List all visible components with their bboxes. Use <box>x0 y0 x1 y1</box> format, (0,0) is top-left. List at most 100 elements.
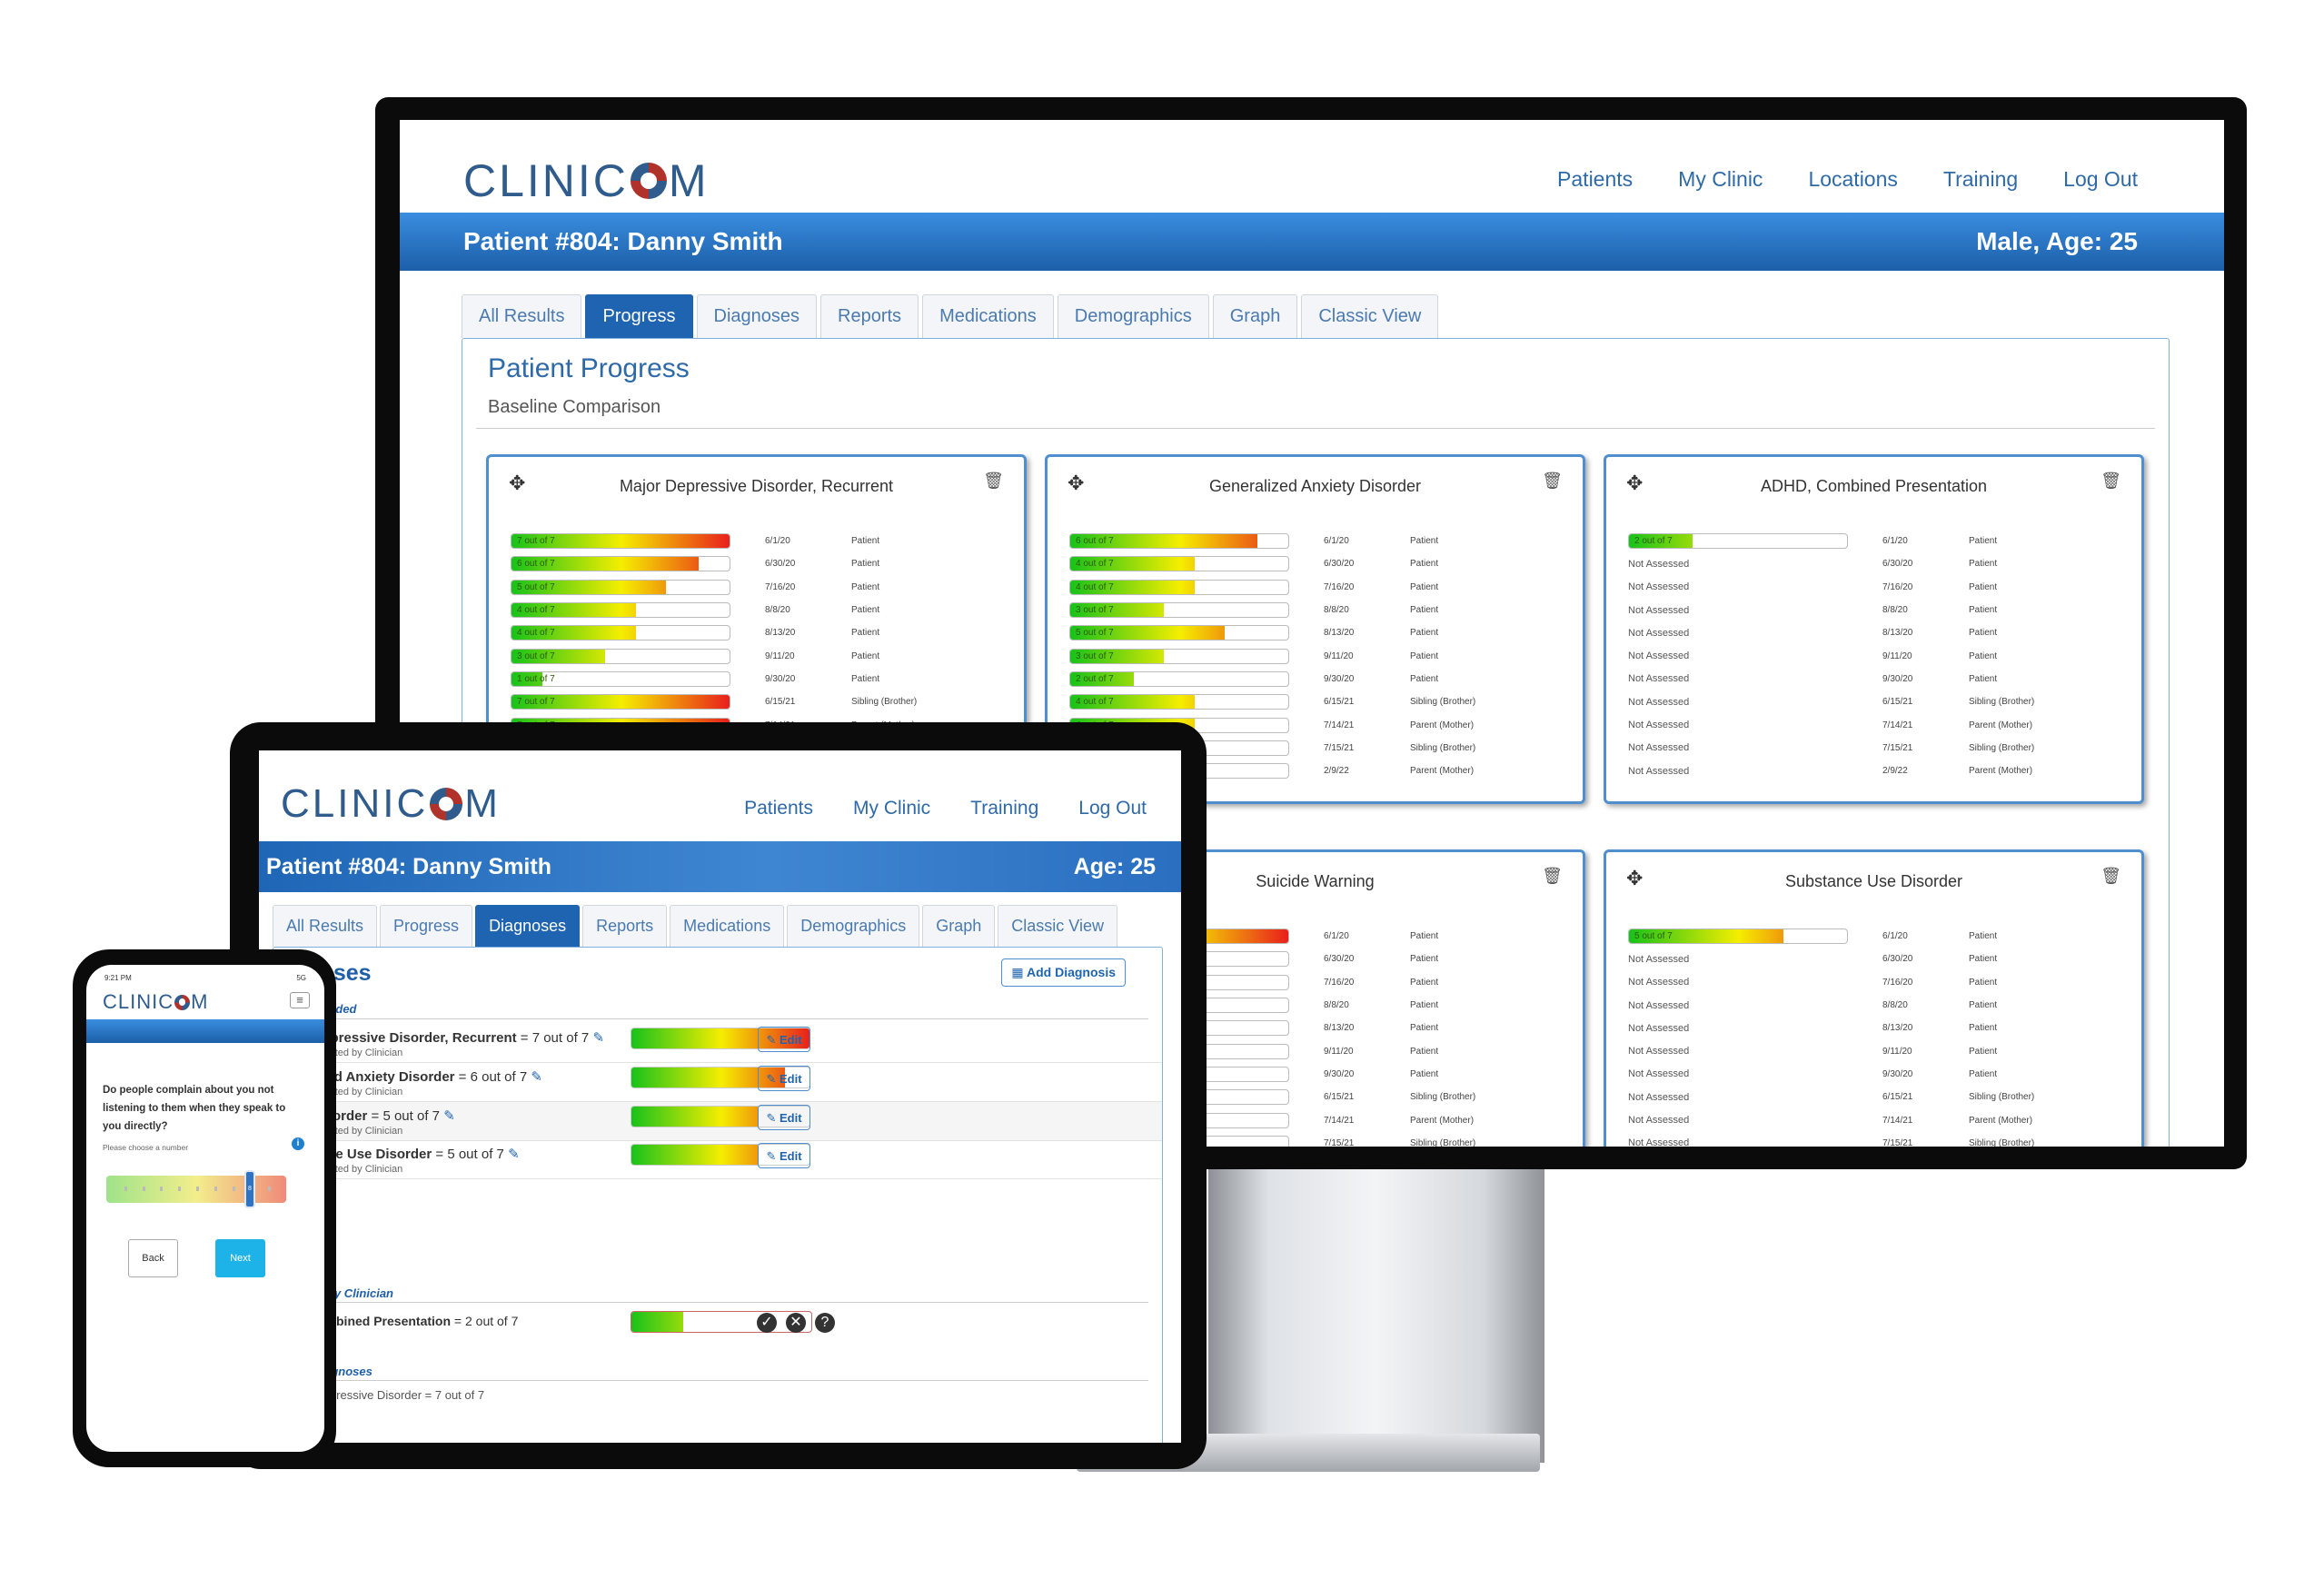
move-icon[interactable]: ✥ <box>1626 472 1644 494</box>
tablet-tab-all-results[interactable]: All Results <box>273 905 378 947</box>
score-fill <box>511 534 730 549</box>
score-label: 4 out of 7 <box>1076 559 1114 570</box>
move-icon[interactable]: ✥ <box>509 472 526 494</box>
trash-icon[interactable]: 🗑 <box>1542 472 1563 490</box>
tablet-tab-medications[interactable]: Medications <box>670 905 785 947</box>
phone-logo-swirl-icon <box>174 994 191 1010</box>
respondent: Patient <box>1969 581 1998 592</box>
card-row: Not Assessed 9/30/20 Patient <box>1628 1063 2132 1086</box>
back-button[interactable]: Back <box>128 1239 178 1277</box>
progress-card[interactable]: ✥ Substance Use Disorder 🗑 5 out of 7 6/1/20… <box>1604 849 2144 1147</box>
assessment-date: 7/15/21 <box>1882 742 1913 753</box>
tablet-nav-patients[interactable]: Patients <box>744 798 813 819</box>
tab-medications[interactable]: Medications <box>922 294 1054 338</box>
slider-thumb[interactable]: 8 <box>244 1170 255 1208</box>
card-row: Not Assessed 6/15/21 Sibling (Brother) <box>1628 690 2132 713</box>
trash-icon[interactable]: 🗑 <box>983 472 1004 490</box>
edit-pencil-icon[interactable]: ✎ <box>443 1108 455 1124</box>
score-bar: 4 out of 7 <box>1069 694 1289 710</box>
not-assessed: Not Assessed <box>1628 999 1690 1011</box>
card-row: 7 out of 7 6/15/21 Sibling (Brother) <box>511 690 1015 713</box>
tablet-tab-demographics[interactable]: Demographics <box>787 905 920 947</box>
next-button[interactable]: Next <box>215 1239 265 1277</box>
tab-demographics[interactable]: Demographics <box>1057 294 1209 338</box>
score-label: 4 out of 7 <box>1076 581 1114 592</box>
edit-pencil-icon[interactable]: ✎ <box>508 1147 520 1162</box>
card-row: Not Assessed 6/30/20 Patient <box>1628 552 2132 575</box>
card-row: 4 out of 7 6/15/21 Sibling (Brother) <box>1069 690 1574 713</box>
panel-divider <box>476 428 2155 429</box>
trash-icon[interactable]: 🗑 <box>2101 472 2121 490</box>
edit-button[interactable]: ✎ Edit <box>758 1027 810 1052</box>
assessment-date: 6/15/21 <box>765 697 796 708</box>
tablet-nav-log-out[interactable]: Log Out <box>1078 798 1147 819</box>
tab-classic-view[interactable]: Classic View <box>1301 294 1439 338</box>
panel-title: Patient Progress <box>488 353 690 383</box>
accept-icon[interactable]: ✓ <box>757 1313 777 1333</box>
edit-button[interactable]: ✎ Edit <box>758 1105 810 1130</box>
score-label: 6 out of 7 <box>1076 536 1114 547</box>
edit-button[interactable]: ✎ Edit <box>758 1066 810 1091</box>
respondent: Patient <box>1969 931 1998 942</box>
respondent: Patient <box>1410 581 1439 592</box>
assessment-date: 7/14/21 <box>1882 1115 1913 1126</box>
hamburger-menu-icon[interactable]: ≡ <box>290 992 310 1008</box>
tab-progress[interactable]: Progress <box>585 294 693 338</box>
move-icon[interactable]: ✥ <box>1626 867 1644 889</box>
respondent: Parent (Mother) <box>1969 766 2033 777</box>
tablet-tab-reports[interactable]: Reports <box>582 905 668 947</box>
tablet-tab-diagnoses[interactable]: Diagnoses <box>475 905 581 947</box>
tablet-tab-progress[interactable]: Progress <box>380 905 473 947</box>
question-icon[interactable]: ? <box>815 1313 835 1333</box>
assessment-date: 6/15/21 <box>1882 1092 1913 1103</box>
edit-pencil-icon[interactable]: ✎ <box>592 1030 605 1046</box>
tablet-tab-graph[interactable]: Graph <box>922 905 996 947</box>
tab-diagnoses[interactable]: Diagnoses <box>696 294 818 338</box>
logo-swirl-icon <box>630 163 667 199</box>
assessment-date: 6/30/20 <box>1324 559 1355 570</box>
nav-patients[interactable]: Patients <box>1557 167 1634 191</box>
card-row: Not Assessed 6/30/20 Patient <box>1628 948 2132 970</box>
nav-locations[interactable]: Locations <box>1808 167 1898 191</box>
card-row: 4 out of 7 7/16/20 Patient <box>1069 576 1574 599</box>
card-row: 4 out of 7 6/30/20 Patient <box>1069 552 1574 575</box>
tablet-tab-classic-view[interactable]: Classic View <box>998 905 1117 947</box>
assessment-date: 6/30/20 <box>1324 954 1355 965</box>
card-row: Not Assessed 7/16/20 Patient <box>1628 971 2132 994</box>
tablet-patient-info: Age: 25 <box>1073 853 1156 879</box>
tab-graph[interactable]: Graph <box>1212 294 1298 338</box>
score-label: 5 out of 7 <box>1634 931 1673 942</box>
nav-my-clinic[interactable]: My Clinic <box>1678 167 1763 191</box>
phone-clinicom-logo[interactable]: CLINIC M <box>103 990 209 1013</box>
trash-icon[interactable]: 🗑 <box>2101 867 2121 885</box>
card-row: 6 out of 7 6/1/20 Patient <box>1069 530 1574 552</box>
slider-tick <box>178 1187 182 1191</box>
info-icon[interactable]: i <box>292 1137 304 1150</box>
nav-training[interactable]: Training <box>1942 167 2019 191</box>
move-icon[interactable]: ✥ <box>1068 472 1085 494</box>
tablet-clinicom-logo[interactable]: CLINIC M <box>281 781 501 826</box>
score-bar: 3 out of 7 <box>1069 602 1289 619</box>
trash-icon[interactable]: 🗑 <box>1542 867 1563 885</box>
reject-icon[interactable]: ✕ <box>786 1313 806 1333</box>
clinicom-logo[interactable]: CLINIC M <box>463 155 710 206</box>
slider-tick <box>124 1187 127 1191</box>
slider-tick <box>214 1187 217 1191</box>
edit-pencil-icon[interactable]: ✎ <box>531 1069 542 1085</box>
tablet-logo-swirl-icon <box>430 788 463 820</box>
tablet-nav-my-clinic[interactable]: My Clinic <box>853 798 931 819</box>
respondent: Patient <box>1969 559 1998 570</box>
edit-icon: ✎ <box>766 1149 780 1163</box>
tablet-nav-training[interactable]: Training <box>970 798 1039 819</box>
respondent: Patient <box>851 628 880 639</box>
progress-card[interactable]: ✥ ADHD, Combined Presentation 🗑 2 out of 7 6… <box>1604 454 2144 804</box>
edit-button[interactable]: ✎ Edit <box>758 1143 810 1168</box>
add-diagnosis-button[interactable]: ▦ Add Diagnosis <box>1001 958 1126 987</box>
diagnosis-row: bstance Use Disorder = 5 out of 7 ✎ us: A… <box>273 1140 1162 1179</box>
respondent: Patient <box>851 605 880 616</box>
tab-reports[interactable]: Reports <box>820 294 919 338</box>
answer-slider[interactable] <box>106 1176 286 1203</box>
tab-all-results[interactable]: All Results <box>462 294 582 338</box>
assessment-date: 7/16/20 <box>1882 581 1913 592</box>
nav-log-out[interactable]: Log Out <box>2063 167 2138 191</box>
